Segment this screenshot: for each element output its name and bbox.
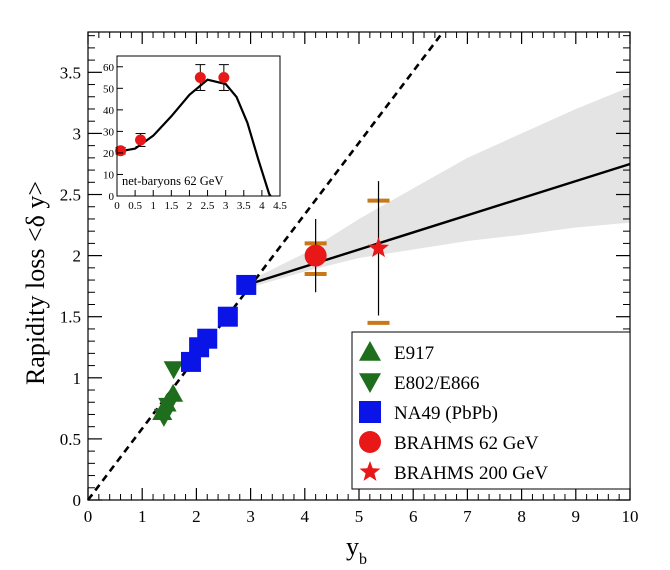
y-axis-title: Rapidity loss <δ y> <box>21 181 50 385</box>
point-triangle-down-2 <box>163 361 184 380</box>
x-axis: 0 1 2 3 4 5 6 7 8 9 10 <box>84 32 639 526</box>
inset-curve <box>116 78 272 197</box>
x-tick-label: 4 <box>301 507 310 526</box>
legend-label: NA49 (PbPb) <box>394 403 498 424</box>
inset-x-tick-label: 0 <box>114 200 120 212</box>
inset-label: net-baryons 62 GeV <box>122 174 223 188</box>
legend-marker-triangle-up <box>359 341 381 361</box>
legend-label: E802/E866 <box>394 373 480 394</box>
uncertainty-band-area <box>250 86 630 288</box>
x-tick-label: 8 <box>517 507 526 526</box>
x-tick-label: 10 <box>622 507 639 526</box>
legend-label: BRAHMS 200 GeV <box>394 463 548 484</box>
inset-point <box>218 72 230 84</box>
y-tick-label: 3.5 <box>60 63 81 82</box>
inset-frame <box>116 55 281 197</box>
inset-fit-curve <box>116 78 272 197</box>
legend-box <box>351 331 631 490</box>
point-triangle-up-2 <box>163 383 184 402</box>
y-axis: 0 0.5 1 1.5 2 2.5 3 3.5 <box>60 35 630 510</box>
inset-x-tick-label: 3 <box>223 200 229 212</box>
y-tick-label: 1.5 <box>60 308 81 327</box>
legend-label: E917 <box>394 343 434 364</box>
x-axis-title-main: y <box>346 532 359 561</box>
legend-marker-square <box>359 401 381 423</box>
inset-point <box>135 134 147 146</box>
data-points <box>152 181 389 427</box>
inset-x-tick-label: 1.5 <box>164 200 178 212</box>
inset-x-tick-label: 0.5 <box>128 200 142 212</box>
x-tick-label: 2 <box>192 507 201 526</box>
inset-y-tick-label: 30 <box>103 126 115 138</box>
point-square-3 <box>217 306 238 327</box>
x-tick-label: 6 <box>409 507 418 526</box>
x-axis-title-subscript: b <box>359 551 367 568</box>
x-tick-label: 3 <box>246 507 255 526</box>
x-tick-label: 9 <box>572 507 581 526</box>
inset-x-tick-label: 4.5 <box>273 200 287 212</box>
x-tick-label: 5 <box>355 507 364 526</box>
point-square-2 <box>197 328 218 349</box>
dashed-scaling-line <box>86 31 445 501</box>
inset-y-tick-label: 20 <box>103 148 115 160</box>
legend-marker-triangle-down <box>359 373 381 393</box>
inset-y-axis: 0 10 20 30 40 50 60 <box>103 62 123 203</box>
inset-x-axis: 0 0.5 1 1.5 2 2.5 3 3.5 4 4.5 <box>114 190 287 212</box>
inset-x-tick-label: 4 <box>259 200 265 212</box>
point-square-4 <box>236 274 257 295</box>
legend-marker-circle <box>359 431 381 453</box>
y-tick-label: 0 <box>73 491 82 510</box>
x-tick-label: 1 <box>138 507 147 526</box>
inset-x-tick-label: 2.5 <box>201 200 215 212</box>
inset-chart: 0 0.5 1 1.5 2 2.5 3 3.5 4 4.5 0 10 20 30 40 50 60 net-b… <box>103 55 287 212</box>
inset-y-tick-label: 0 <box>109 191 115 203</box>
inset-x-tick-label: 3.5 <box>237 200 251 212</box>
legend: E917 E802/E866 NA49 (PbPb) BRAHMS 62 GeV BRA… <box>351 331 631 490</box>
inset-y-tick-label: 10 <box>103 169 115 181</box>
inset-point <box>194 72 206 84</box>
x-tick-label: 0 <box>84 507 93 526</box>
y-tick-label: 0.5 <box>60 430 81 449</box>
x-tick-label: 7 <box>463 507 472 526</box>
point-star-0 <box>368 237 389 258</box>
inset-y-tick-label: 40 <box>103 105 115 117</box>
legend-label: BRAHMS 62 GeV <box>394 433 539 454</box>
inset-y-tick-label: 60 <box>103 62 115 74</box>
y-tick-label: 2 <box>73 247 82 266</box>
legend-marker-star <box>359 461 381 481</box>
x-axis-title: yb <box>346 532 367 568</box>
y-tick-label: 3 <box>73 124 82 143</box>
y-tick-label: 1 <box>73 369 82 388</box>
inset-x-tick-label: 1 <box>150 200 156 212</box>
point-triangle-down-1 <box>158 397 179 416</box>
uncertainty-band <box>250 86 630 288</box>
point-circle-0 <box>304 244 327 267</box>
y-tick-label: 2.5 <box>60 186 81 205</box>
inset-y-tick-label: 50 <box>103 83 115 95</box>
inset-x-tick-label: 2 <box>187 200 193 212</box>
inset-point <box>115 145 127 157</box>
